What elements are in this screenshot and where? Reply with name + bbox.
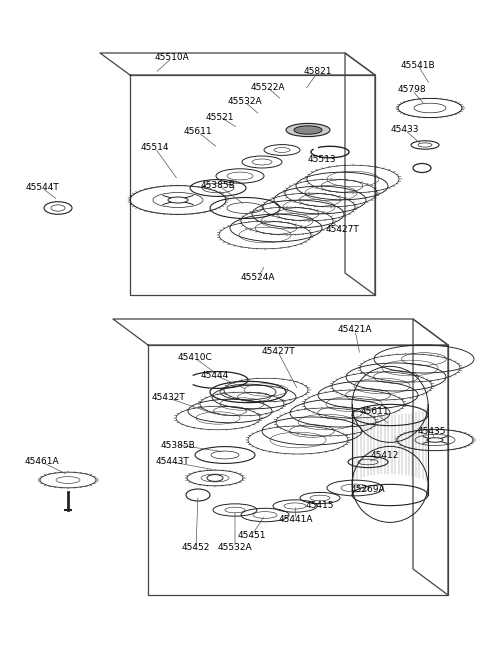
Ellipse shape	[286, 123, 330, 137]
Text: 45461A: 45461A	[24, 457, 60, 466]
Ellipse shape	[294, 126, 322, 134]
Text: 45435: 45435	[418, 428, 446, 436]
Text: 45521: 45521	[206, 113, 234, 121]
Text: 45611: 45611	[184, 128, 212, 136]
Text: 45451: 45451	[238, 531, 266, 540]
Text: 45444: 45444	[201, 371, 229, 379]
Text: 45798: 45798	[398, 86, 426, 94]
Text: 45427T: 45427T	[261, 348, 295, 356]
Text: 45510A: 45510A	[155, 54, 190, 62]
Text: 45427T: 45427T	[325, 225, 359, 234]
Text: 45415: 45415	[306, 500, 334, 510]
Text: 45385B: 45385B	[161, 441, 195, 449]
Text: 45611: 45611	[360, 407, 389, 417]
Text: 45452: 45452	[182, 544, 210, 553]
Text: 45544T: 45544T	[25, 183, 59, 193]
Text: 45421A: 45421A	[338, 326, 372, 335]
Text: 45541B: 45541B	[401, 60, 435, 69]
Text: 45385B: 45385B	[201, 181, 235, 189]
Text: 45441A: 45441A	[279, 515, 313, 525]
Text: 45432T: 45432T	[151, 394, 185, 403]
Text: 45513: 45513	[308, 155, 336, 164]
Text: 45522A: 45522A	[251, 83, 285, 92]
Text: 45412: 45412	[371, 451, 399, 460]
Text: 45443T: 45443T	[155, 457, 189, 466]
Text: 45532A: 45532A	[228, 98, 262, 107]
Text: 45524A: 45524A	[241, 274, 275, 282]
Text: 45410C: 45410C	[178, 354, 212, 362]
Text: 45269A: 45269A	[351, 485, 385, 495]
Text: 45532A: 45532A	[218, 544, 252, 553]
Text: 45433: 45433	[391, 126, 419, 134]
Text: 45821: 45821	[304, 67, 332, 77]
Text: 45514: 45514	[141, 143, 169, 153]
